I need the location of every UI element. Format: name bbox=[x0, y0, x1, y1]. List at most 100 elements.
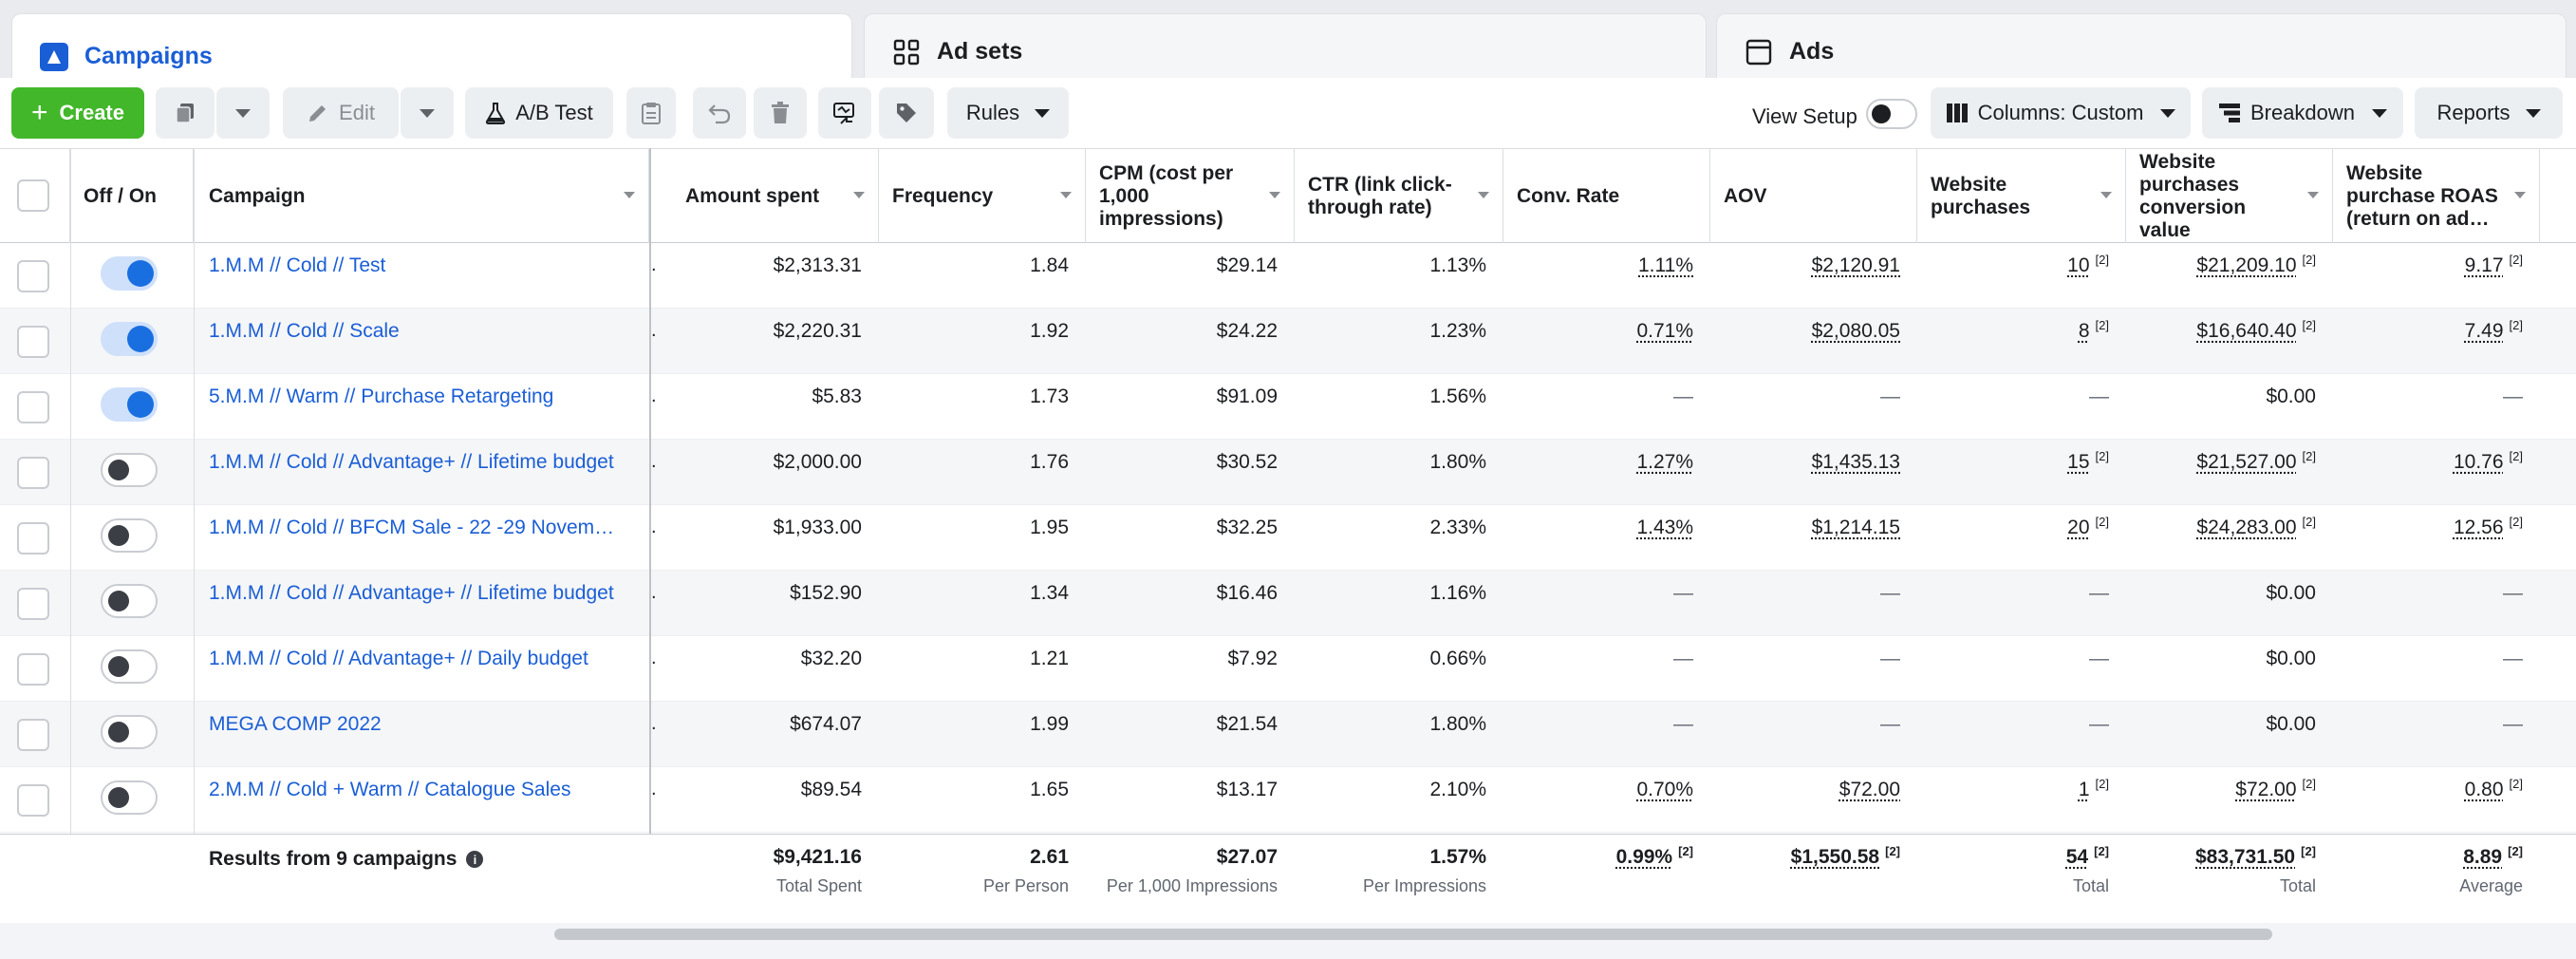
footnote-marker[interactable]: [2] bbox=[2095, 515, 2109, 529]
select-all-checkbox[interactable] bbox=[17, 179, 49, 212]
table-row[interactable]: 5.M.M // Warm // Purchase Retargeting. $5… bbox=[0, 374, 2576, 440]
footnote-marker[interactable]: [2] bbox=[2302, 777, 2316, 791]
horizontal-scrollbar[interactable] bbox=[554, 929, 2272, 940]
table-row[interactable]: 1.M.M // Cold // Scale. $2,220.31 1.92 $24.… bbox=[0, 309, 2576, 374]
header-conv-rate[interactable]: Conv. Rate bbox=[1503, 149, 1710, 243]
campaign-toggle[interactable] bbox=[101, 322, 158, 356]
metric-value[interactable]: 1.11% bbox=[1638, 254, 1693, 276]
sort-caret-icon[interactable] bbox=[853, 192, 865, 198]
footnote-marker[interactable]: [2] bbox=[2094, 844, 2109, 858]
footnote-marker[interactable]: [2] bbox=[2302, 515, 2316, 529]
campaign-name-link[interactable]: 1.M.M // Cold // Advantage+ // Lifetime … bbox=[209, 451, 614, 473]
duplicate-dropdown-button[interactable] bbox=[216, 87, 270, 139]
campaign-toggle[interactable] bbox=[101, 453, 158, 487]
campaign-toggle[interactable] bbox=[101, 715, 158, 749]
metric-value[interactable]: 10.76 bbox=[2453, 451, 2504, 473]
metric-value[interactable]: 1.43% bbox=[1636, 517, 1693, 538]
row-checkbox[interactable] bbox=[17, 653, 49, 686]
create-button[interactable]: + Create bbox=[11, 87, 144, 139]
footnote-marker[interactable]: [2] bbox=[2095, 253, 2109, 267]
view-setup-toggle[interactable] bbox=[1866, 99, 1917, 129]
table-row[interactable]: 2.M.M // Cold + Warm // Catalogue Sales.… bbox=[0, 767, 2576, 833]
row-checkbox[interactable] bbox=[17, 260, 49, 292]
header-off-on[interactable]: Off / On bbox=[70, 149, 194, 243]
metric-value[interactable]: 1 bbox=[2078, 779, 2090, 800]
header-cpm[interactable]: CPM (cost per 1,000 impressions) bbox=[1086, 149, 1295, 243]
footnote-marker[interactable]: [2] bbox=[2301, 844, 2316, 858]
metric-value[interactable]: 8 bbox=[2078, 320, 2090, 342]
header-website-purchases[interactable]: Website purchases bbox=[1917, 149, 2126, 243]
campaign-name-link[interactable]: 1.M.M // Cold // BFCM Sale - 22 -29 Nove… bbox=[209, 517, 632, 538]
metric-value[interactable]: $21,209.10 bbox=[2196, 254, 2297, 276]
preview-button[interactable] bbox=[818, 87, 871, 139]
footnote-marker[interactable]: [2] bbox=[1678, 844, 1693, 858]
metric-value[interactable]: $21,527.00 bbox=[2196, 451, 2297, 473]
campaign-toggle[interactable] bbox=[101, 584, 158, 618]
sort-caret-icon[interactable] bbox=[2100, 192, 2112, 198]
table-row[interactable]: 1.M.M // Cold // Advantage+ // Lifetime … bbox=[0, 571, 2576, 636]
sort-caret-icon[interactable] bbox=[1478, 192, 1489, 198]
total-value[interactable]: $1,550.58 bbox=[1790, 846, 1880, 868]
total-value[interactable]: 0.99% bbox=[1615, 846, 1673, 868]
frozen-column-divider[interactable] bbox=[649, 148, 651, 923]
row-checkbox[interactable] bbox=[17, 588, 49, 620]
campaign-toggle[interactable] bbox=[101, 518, 158, 553]
footnote-marker[interactable]: [2] bbox=[2509, 318, 2523, 332]
footnote-marker[interactable]: [2] bbox=[2095, 318, 2109, 332]
metric-value[interactable]: 0.70% bbox=[1636, 779, 1693, 800]
footnote-marker[interactable]: [2] bbox=[2509, 253, 2523, 267]
footnote-marker[interactable]: [2] bbox=[2302, 253, 2316, 267]
undo-button[interactable] bbox=[693, 87, 746, 139]
row-checkbox[interactable] bbox=[17, 784, 49, 817]
metric-value[interactable]: 1.27% bbox=[1636, 451, 1693, 473]
metric-value[interactable]: $1,435.13 bbox=[1811, 451, 1900, 473]
footnote-marker[interactable]: [2] bbox=[2095, 777, 2109, 791]
ab-test-button[interactable]: A/B Test bbox=[465, 87, 613, 139]
campaign-name-link[interactable]: 1.M.M // Cold // Advantage+ // Lifetime … bbox=[209, 582, 614, 604]
footnote-marker[interactable]: [2] bbox=[2509, 449, 2523, 463]
sort-caret-icon[interactable] bbox=[1269, 192, 1280, 198]
tag-button[interactable] bbox=[879, 87, 934, 139]
header-aov[interactable]: AOV bbox=[1710, 149, 1917, 243]
reports-button[interactable]: Reports bbox=[2415, 87, 2563, 139]
table-row[interactable]: 1.M.M // Cold // Advantage+ // Lifetime … bbox=[0, 440, 2576, 505]
footnote-marker[interactable]: [2] bbox=[2302, 449, 2316, 463]
metric-value[interactable]: 12.56 bbox=[2453, 517, 2504, 538]
breakdown-button[interactable]: Breakdown bbox=[2202, 87, 2403, 139]
metric-value[interactable]: $24,283.00 bbox=[2196, 517, 2297, 538]
table-row[interactable]: 1.M.M // Cold // Test. $2,313.31 1.84 $29.1… bbox=[0, 243, 2576, 309]
sort-caret-icon[interactable] bbox=[2514, 192, 2526, 198]
row-checkbox[interactable] bbox=[17, 457, 49, 489]
info-icon[interactable]: i bbox=[466, 851, 484, 868]
rules-button[interactable]: Rules bbox=[947, 87, 1069, 139]
header-frequency[interactable]: Frequency bbox=[879, 149, 1086, 243]
metric-value[interactable]: 0.71% bbox=[1636, 320, 1693, 342]
footnote-marker[interactable]: [2] bbox=[2302, 318, 2316, 332]
footnote-marker[interactable]: [2] bbox=[2095, 449, 2109, 463]
metric-value[interactable]: $72.00 bbox=[1839, 779, 1900, 800]
tab-ads[interactable]: Ads bbox=[1716, 13, 2567, 89]
edit-button[interactable]: Edit bbox=[283, 87, 399, 139]
metric-value[interactable]: $2,080.05 bbox=[1811, 320, 1900, 342]
metric-value[interactable]: 10 bbox=[2067, 254, 2090, 276]
duplicate-button[interactable] bbox=[156, 87, 215, 139]
footnote-marker[interactable]: [2] bbox=[1885, 844, 1900, 858]
metric-value[interactable]: 7.49 bbox=[2464, 320, 2504, 342]
campaign-name-link[interactable]: 2.M.M // Cold + Warm // Catalogue Sales bbox=[209, 779, 571, 800]
footnote-marker[interactable]: [2] bbox=[2509, 777, 2523, 791]
edit-dropdown-button[interactable] bbox=[401, 87, 454, 139]
sort-caret-icon[interactable] bbox=[2307, 192, 2319, 198]
table-row[interactable]: MEGA COMP 2022. $674.07 1.99 $21.54 1.80% — — —… bbox=[0, 702, 2576, 767]
metric-value[interactable]: 20 bbox=[2067, 517, 2090, 538]
campaign-toggle[interactable] bbox=[101, 649, 158, 684]
sort-caret-icon[interactable] bbox=[624, 192, 635, 198]
sort-caret-icon[interactable] bbox=[1060, 192, 1072, 198]
footnote-marker[interactable]: [2] bbox=[2509, 515, 2523, 529]
header-conversion-value[interactable]: Website purchases conversion value bbox=[2126, 149, 2333, 243]
metric-value[interactable]: $16,640.40 bbox=[2196, 320, 2297, 342]
metric-value[interactable]: 15 bbox=[2067, 451, 2090, 473]
campaign-name-link[interactable]: 5.M.M // Warm // Purchase Retargeting bbox=[209, 385, 554, 407]
total-value[interactable]: $83,731.50 bbox=[2195, 846, 2296, 868]
header-amount-spent[interactable]: Amount spent bbox=[672, 149, 879, 243]
row-checkbox[interactable] bbox=[17, 719, 49, 751]
